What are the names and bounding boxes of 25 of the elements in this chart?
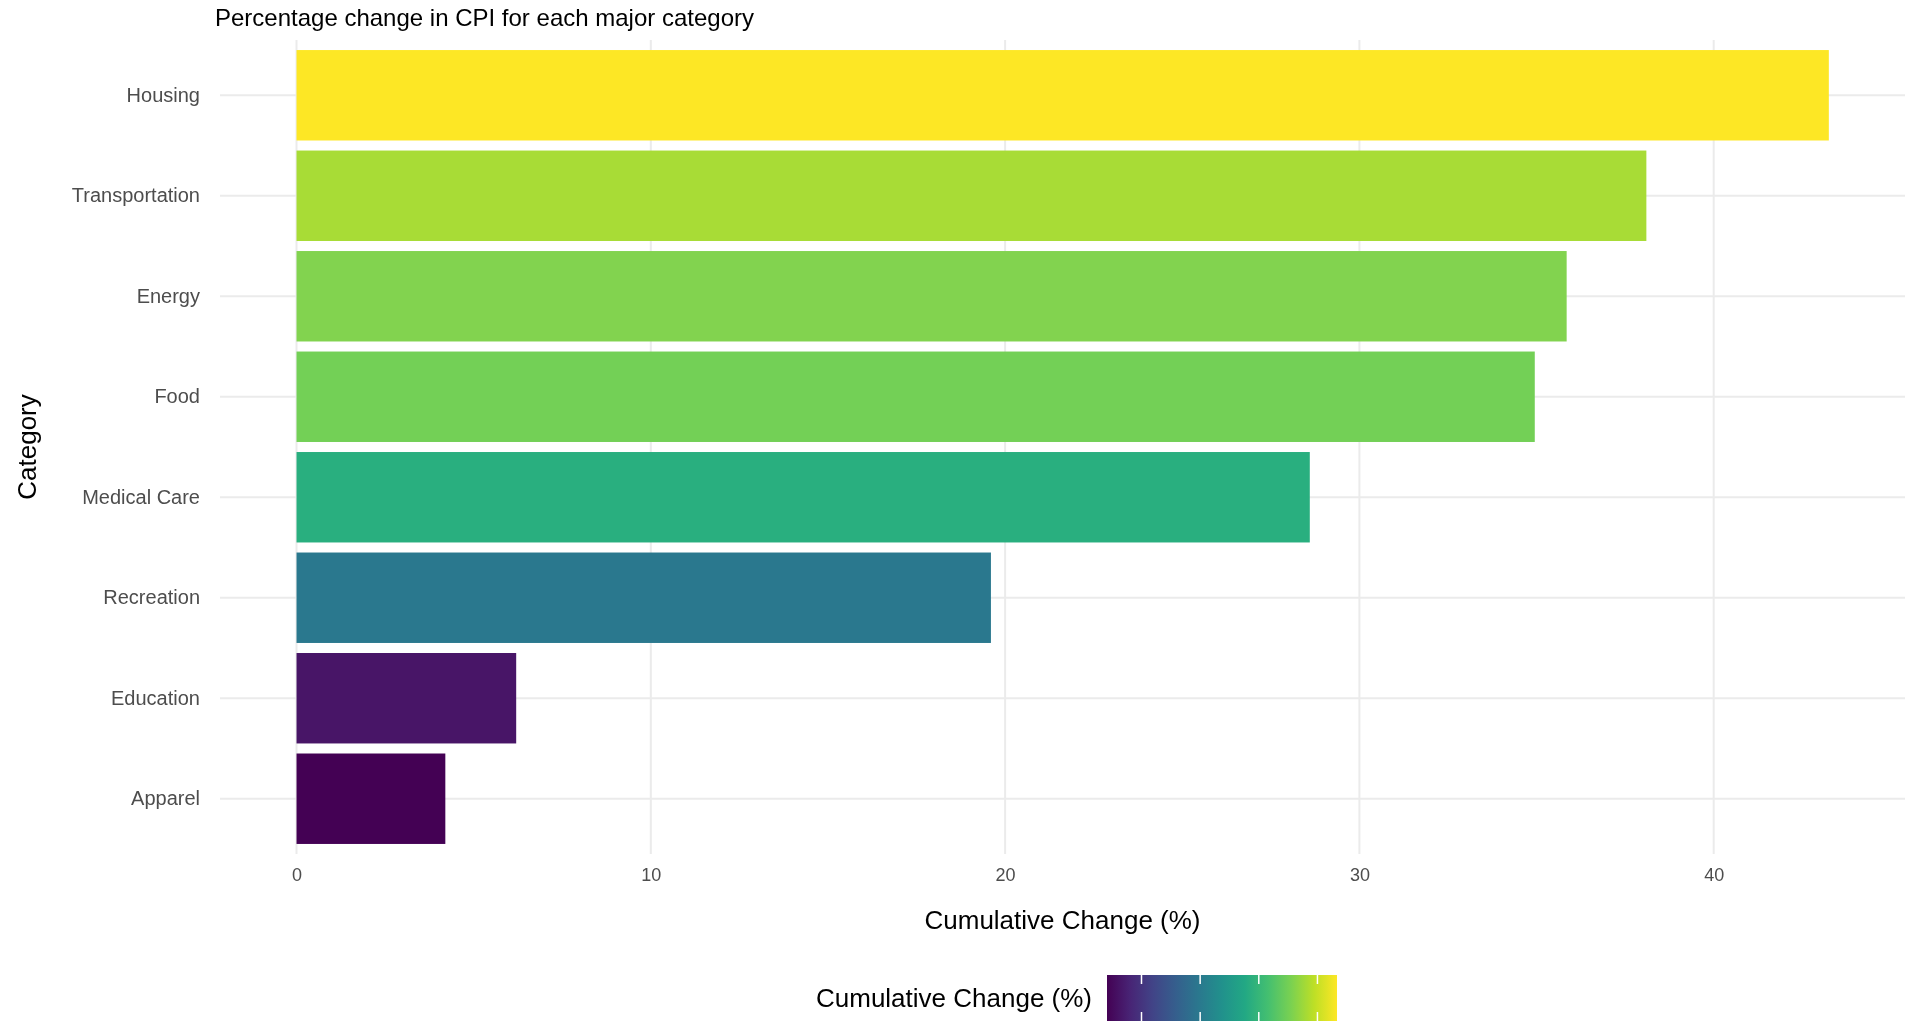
y-tick-label: Transportation (71, 184, 200, 207)
x-tick-label: 10 (641, 864, 662, 885)
bar (296, 653, 517, 744)
y-tick-label: Medical Care (82, 485, 200, 508)
bar (296, 251, 1567, 342)
y-tick-label: Energy (136, 284, 200, 307)
bar (296, 753, 446, 844)
x-axis-title: Cumulative Change (%) (924, 905, 1201, 935)
y-tick-label: Recreation (103, 586, 200, 609)
y-axis-title: Category (12, 394, 42, 500)
x-tick-label: 40 (1704, 864, 1725, 885)
y-tick-label: Food (154, 385, 200, 408)
x-tick-label: 0 (292, 864, 303, 885)
bar (296, 552, 991, 643)
y-tick-label: Apparel (131, 787, 200, 810)
y-tick-label: Housing (126, 83, 200, 106)
bar (296, 50, 1829, 141)
chart-title: Percentage change in CPI for each major category (215, 4, 754, 31)
x-tick-label: 20 (995, 864, 1016, 885)
x-tick-label: 30 (1349, 864, 1370, 885)
bar (296, 452, 1310, 543)
color-bar-title: Cumulative Change (%) (815, 983, 1092, 1013)
bar (296, 351, 1535, 442)
y-tick-label: Education (111, 686, 200, 709)
bar (296, 150, 1647, 241)
